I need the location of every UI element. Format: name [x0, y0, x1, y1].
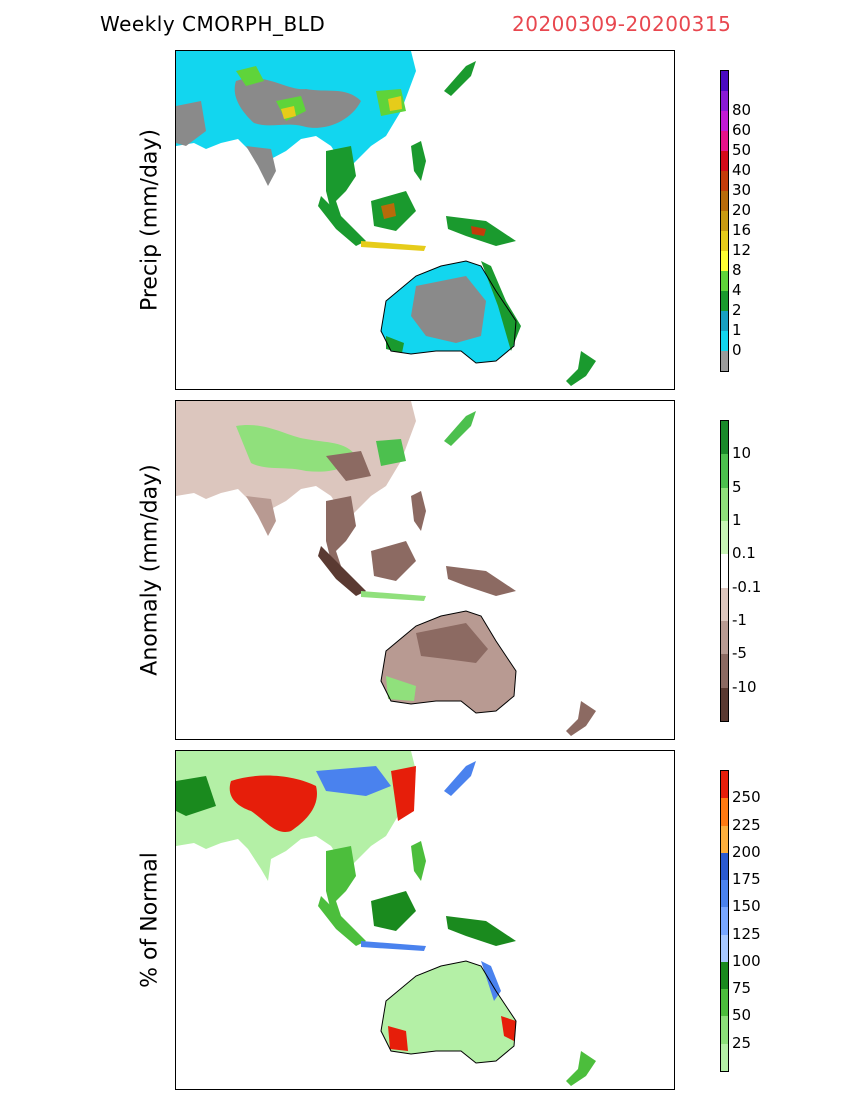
- colorbar-swatch: [721, 231, 728, 251]
- colorbar-swatch: [721, 331, 728, 351]
- colorbar-swatch: [721, 351, 728, 371]
- colorbar-swatch: [721, 852, 728, 881]
- colorbar-swatch: [721, 1043, 728, 1071]
- precip-colorbar: [720, 70, 729, 372]
- colorbar-tick-label: 200: [732, 842, 761, 861]
- colorbar-tick-label: 175: [732, 870, 761, 889]
- colorbar-tick-label: -10: [732, 677, 757, 696]
- colorbar-swatch: [721, 587, 728, 621]
- colorbar-swatch: [721, 454, 728, 488]
- colorbar-swatch: [721, 620, 728, 655]
- colorbar-swatch: [721, 687, 728, 721]
- colorbar-tick-label: 40: [732, 161, 752, 179]
- colorbar-swatch: [721, 71, 728, 91]
- colorbar-tick-label: 75: [732, 979, 752, 998]
- anomaly-map: [176, 401, 596, 736]
- colorbar-tick-label: 16: [732, 221, 752, 239]
- percent-normal-axis-label: % of Normal: [137, 852, 163, 988]
- colorbar-tick-label: 80: [732, 101, 752, 119]
- colorbar-tick-label: 12: [732, 241, 752, 259]
- colorbar-swatch: [721, 487, 728, 521]
- colorbar-tick-label: 125: [732, 924, 761, 943]
- map-title: Weekly CMORPH_BLD: [100, 12, 326, 36]
- colorbar-tick-label: 1: [732, 511, 742, 529]
- colorbar-swatch: [721, 961, 728, 990]
- colorbar-tick-label: 0: [732, 341, 742, 359]
- colorbar-swatch: [721, 880, 728, 908]
- colorbar-swatch: [721, 191, 728, 211]
- colorbar-swatch: [721, 654, 728, 688]
- colorbar-tick-label: 100: [732, 951, 761, 970]
- colorbar-swatch: [721, 421, 728, 455]
- colorbar-tick-label: 30: [732, 181, 752, 199]
- colorbar-tick-label: -1: [732, 611, 747, 629]
- colorbar-swatch: [721, 520, 728, 555]
- percent-normal-map: [176, 751, 596, 1086]
- colorbar-tick-label: 5: [732, 477, 742, 496]
- colorbar-tick-label: 20: [732, 201, 752, 219]
- colorbar-tick-label: 1: [732, 321, 742, 339]
- precip-map: [176, 51, 596, 386]
- colorbar-swatch: [721, 907, 728, 935]
- colorbar-tick-label: 60: [732, 121, 752, 139]
- colorbar-swatch: [721, 934, 728, 962]
- colorbar-swatch: [721, 131, 728, 151]
- colorbar-tick-label: 8: [732, 261, 742, 279]
- colorbar-swatch: [721, 271, 728, 291]
- colorbar-tick-label: 225: [732, 815, 761, 834]
- colorbar-tick-label: 0.1: [732, 544, 756, 563]
- colorbar-swatch: [721, 91, 728, 111]
- colorbar-swatch: [721, 211, 728, 231]
- colorbar-swatch: [721, 291, 728, 311]
- colorbar-swatch: [721, 771, 728, 799]
- date-range: 20200309-20200315: [512, 12, 732, 36]
- colorbar-tick-label: 2: [732, 301, 742, 319]
- colorbar-tick-label: 50: [732, 141, 752, 159]
- percent-normal-colorbar: [720, 770, 729, 1072]
- anomaly-axis-label: Anomaly (mm/day): [137, 464, 163, 676]
- colorbar-tick-label: 25: [732, 1033, 752, 1052]
- colorbar-swatch: [721, 989, 728, 1017]
- percent-normal-map-panel: [175, 750, 675, 1090]
- colorbar-swatch: [721, 798, 728, 826]
- colorbar-tick-label: 10: [732, 444, 752, 463]
- colorbar-tick-label: 150: [732, 897, 761, 916]
- colorbar-tick-label: -0.1: [732, 577, 762, 596]
- colorbar-tick-label: 50: [732, 1006, 752, 1025]
- precip-map-panel: [175, 50, 675, 390]
- colorbar-swatch: [721, 151, 728, 171]
- colorbar-swatch: [721, 111, 728, 131]
- anomaly-map-panel: [175, 400, 675, 740]
- anomaly-colorbar: [720, 420, 729, 722]
- colorbar-swatch: [721, 311, 728, 331]
- colorbar-swatch: [721, 554, 728, 588]
- colorbar-tick-label: 250: [732, 788, 761, 807]
- colorbar-swatch: [721, 251, 728, 271]
- precip-axis-label: Precip (mm/day): [137, 128, 163, 312]
- colorbar-swatch: [721, 825, 728, 853]
- colorbar-tick-label: -5: [732, 644, 747, 663]
- colorbar-swatch: [721, 1016, 728, 1044]
- colorbar-swatch: [721, 171, 728, 191]
- colorbar-tick-label: 4: [732, 281, 742, 299]
